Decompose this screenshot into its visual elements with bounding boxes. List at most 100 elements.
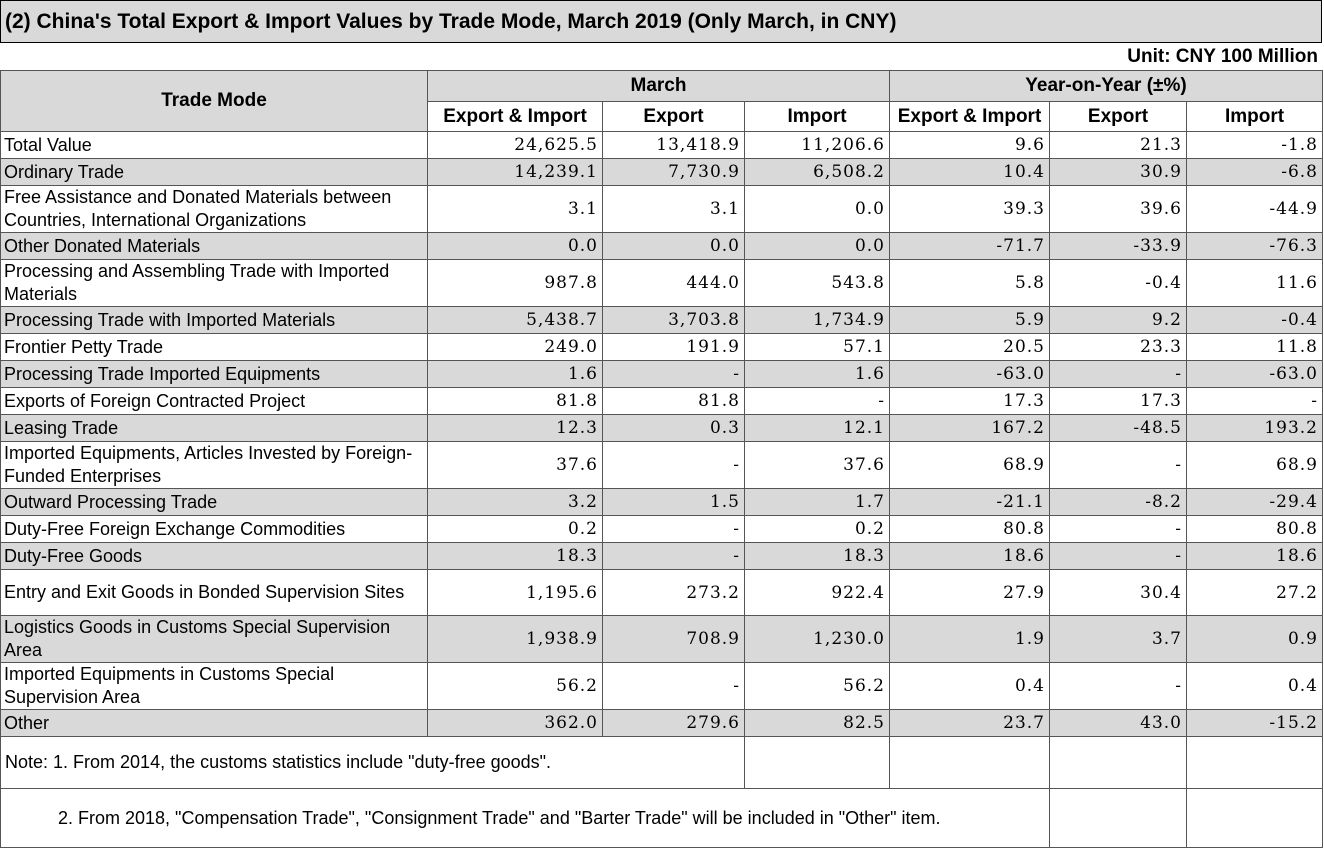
value-cell: - [1049,515,1187,543]
value-cell: -44.9 [1186,185,1323,233]
value-cell: 3,703.8 [602,306,745,334]
value-cell: -48.5 [1049,414,1187,442]
value-cell: 0.9 [1186,615,1323,663]
value-cell: 23.3 [1049,333,1187,361]
value-cell: 24,625.5 [427,131,603,159]
value-cell: 3.2 [427,488,603,516]
value-cell: 23.7 [889,709,1050,737]
value-cell: 11.6 [1186,259,1323,307]
value-cell: 3.7 [1049,615,1187,663]
table-row: Frontier Petty Trade 249.0 191.9 57.1 20.5 23… [0,333,1323,361]
value-cell: 30.4 [1049,569,1187,616]
value-cell: - [602,441,745,489]
value-cell: 21.3 [1049,131,1187,159]
trade-mode-cell: Ordinary Trade [0,158,428,186]
value-cell: 9.6 [889,131,1050,159]
trade-mode-cell: Processing Trade Imported Equipments [0,360,428,388]
value-cell: 362.0 [427,709,603,737]
value-cell: 279.6 [602,709,745,737]
empty-cell [1186,788,1323,848]
table-row: Ordinary Trade 14,239.1 7,730.9 6,508.2 10.4… [0,158,1323,186]
value-cell: 56.2 [744,662,890,710]
value-cell: -63.0 [889,360,1050,388]
value-cell: -0.4 [1049,259,1187,307]
trade-mode-cell: Other [0,709,428,737]
trade-mode-cell: Total Value [0,131,428,159]
trade-mode-cell: Free Assistance and Donated Materials be… [0,185,428,233]
value-cell: 14,239.1 [427,158,603,186]
value-cell: 3.1 [427,185,603,233]
value-cell: 39.6 [1049,185,1187,233]
value-cell: 7,730.9 [602,158,745,186]
value-cell: 191.9 [602,333,745,361]
value-cell: 3.1 [602,185,745,233]
value-cell: -21.1 [889,488,1050,516]
trade-mode-cell: Imported Equipments in Customs Special S… [0,662,428,710]
value-cell: 11.8 [1186,333,1323,361]
value-cell: 27.2 [1186,569,1323,616]
value-cell: - [1049,662,1187,710]
value-cell: 68.9 [889,441,1050,489]
value-cell: 708.9 [602,615,745,663]
value-cell: 543.8 [744,259,890,307]
empty-cell [1186,736,1323,789]
value-cell: -71.7 [889,232,1050,260]
value-cell: 5.8 [889,259,1050,307]
value-cell: 1.9 [889,615,1050,663]
table-row: Imported Equipments in Customs Special S… [0,662,1323,710]
value-cell: 43.0 [1049,709,1187,737]
value-cell: 249.0 [427,333,603,361]
value-cell: 0.2 [744,515,890,543]
value-cell: 0.4 [1186,662,1323,710]
value-cell: 0.0 [744,232,890,260]
header-trade-mode: Trade Mode [0,70,428,132]
trade-mode-cell: Duty-Free Goods [0,542,428,570]
value-cell: 444.0 [602,259,745,307]
unit-row: Unit: CNY 100 Million [0,43,1322,70]
trade-mode-cell: Duty-Free Foreign Exchange Commodities [0,515,428,543]
value-cell: -8.2 [1049,488,1187,516]
value-cell: - [602,662,745,710]
header-group-yoy: Year-on-Year (±%) [889,70,1323,102]
header-columns-row: Export & Import Export Import Export & I… [1,101,1323,132]
trade-mode-cell: Processing and Assembling Trade with Imp… [0,259,428,307]
value-cell: 81.8 [427,387,603,415]
header-col: Export & Import [427,101,603,132]
value-cell: 37.6 [427,441,603,489]
table-row: Duty-Free Goods 18.3-18.3 18.6-18.6 [0,542,1323,570]
value-cell: 80.8 [1186,515,1323,543]
empty-cell [744,736,890,789]
value-cell: 1,734.9 [744,306,890,334]
trade-mode-cell: Outward Processing Trade [0,488,428,516]
table-row: Logistics Goods in Customs Special Super… [0,615,1323,663]
value-cell: -76.3 [1186,232,1323,260]
value-cell: 0.2 [427,515,603,543]
table-body: Total Value 24,625.5 13,418.9 11,206.6 9.6 21… [0,131,1323,737]
table-title: (2) China's Total Export & Import Values… [5,10,897,33]
value-cell: 1.5 [602,488,745,516]
value-cell: 20.5 [889,333,1050,361]
trade-mode-cell: Logistics Goods in Customs Special Super… [0,615,428,663]
value-cell: 13,418.9 [602,131,745,159]
empty-cell [1049,736,1187,789]
trade-table: Trade Mode March Year-on-Year (±%) Expor… [0,70,1323,848]
value-cell: 5.9 [889,306,1050,334]
value-cell: 5,438.7 [427,306,603,334]
value-cell: -63.0 [1186,360,1323,388]
trade-mode-cell: Other Donated Materials [0,232,428,260]
value-cell: 1,230.0 [744,615,890,663]
value-cell: 10.4 [889,158,1050,186]
header-col: Export & Import [889,101,1050,132]
value-cell: 1.6 [744,360,890,388]
value-cell: 167.2 [889,414,1050,442]
value-cell: 987.8 [427,259,603,307]
table-row: Duty-Free Foreign Exchange Commodities 0.… [0,515,1323,543]
table-row: Leasing Trade 12.3 0.3 12.1 167.2 -48.5 193.2 [0,414,1323,442]
value-cell: 0.3 [602,414,745,442]
value-cell: 17.3 [889,387,1050,415]
value-cell: 0.0 [602,232,745,260]
value-cell: -6.8 [1186,158,1323,186]
value-cell: - [602,360,745,388]
header-col: Export [1049,101,1187,132]
value-cell: 18.3 [427,542,603,570]
